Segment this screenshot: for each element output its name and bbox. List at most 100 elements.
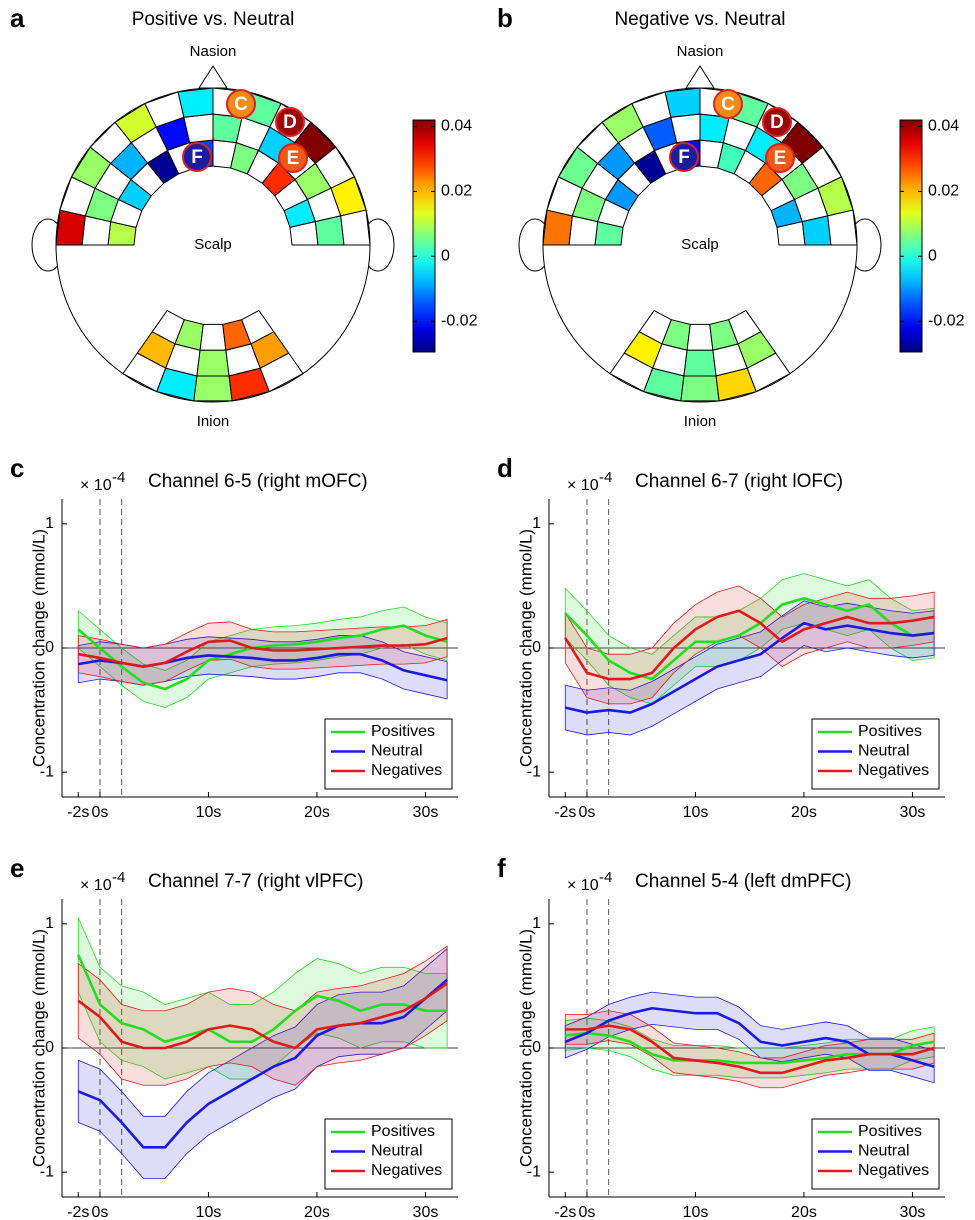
- x-tick-label: 30s: [900, 804, 926, 821]
- y-scale-exponent: -4: [112, 869, 125, 886]
- colorbar-tick-label: -0.02: [441, 312, 478, 329]
- channel-cell: [177, 87, 214, 118]
- colorbar: [412, 119, 436, 353]
- map-title: Positive vs. Neutral: [132, 9, 295, 30]
- legend-box: [324, 718, 453, 790]
- x-tick-label: 20s: [304, 1204, 330, 1220]
- marker-ring: [669, 142, 699, 172]
- empty-cell: [340, 209, 371, 246]
- y-axis-label: Concentration change (mmol/L): [29, 529, 48, 767]
- empty-cell: [827, 209, 858, 246]
- colorbar-tick-label: 0.04: [928, 118, 959, 135]
- y-tick-label: 1: [532, 915, 541, 932]
- x-tick-label: -2s: [554, 1204, 576, 1220]
- x-tick-label: 10s: [683, 804, 709, 821]
- legend-box: [324, 1118, 453, 1190]
- panel-label: c: [10, 453, 24, 483]
- scalp-label: Scalp: [681, 236, 719, 253]
- colorbar-tick-label: 0.04: [441, 118, 472, 135]
- x-tick-label: 0s: [92, 804, 109, 821]
- channel-cell: [680, 375, 720, 402]
- panel-label: e: [10, 853, 24, 883]
- x-tick-label: -2s: [554, 804, 576, 821]
- colorbar-tick-label: 0: [928, 247, 937, 264]
- x-tick-label: 10s: [196, 1204, 222, 1220]
- y-axis-label: Concentration change (mmol/L): [516, 529, 535, 767]
- x-tick-label: 10s: [683, 1204, 709, 1220]
- panel-label: b: [497, 3, 513, 33]
- mean-line: [564, 621, 935, 714]
- chart-title: Channel 6-5 (right mOFC): [148, 471, 368, 492]
- y-tick-label: 0: [532, 1039, 541, 1056]
- x-tick-label: -2s: [67, 1204, 89, 1220]
- marker-ring: [182, 142, 212, 172]
- chart-title: Channel 7-7 (right vlPFC): [148, 871, 363, 892]
- marker-label: F: [678, 147, 690, 168]
- x-tick-label: 30s: [413, 804, 439, 821]
- confidence-band: [564, 573, 935, 705]
- empty-cell: [670, 113, 701, 144]
- x-tick-label: -2s: [67, 804, 89, 821]
- channel-cell: [196, 349, 230, 377]
- legend-label: Positives: [371, 723, 435, 740]
- marker-ring: [226, 89, 256, 119]
- inion-label: Inion: [197, 413, 230, 430]
- mean-line: [77, 624, 448, 691]
- marker-label: C: [721, 94, 735, 115]
- mean-line: [564, 597, 935, 681]
- mean-line: [77, 978, 448, 1149]
- y-axis-label: Concentration change (mmol/L): [516, 929, 535, 1167]
- y-scale-exponent: -4: [599, 869, 612, 886]
- colorbar-tick-label: 0.02: [441, 183, 472, 200]
- confidence-band: [77, 635, 448, 700]
- y-tick-label: -1: [40, 763, 54, 780]
- legend-label: Positives: [858, 723, 922, 740]
- marker-ring: [278, 143, 308, 173]
- panel-label: a: [10, 3, 25, 33]
- map-title: Negative vs. Neutral: [614, 9, 785, 30]
- chart-title: Channel 5-4 (left dmPFC): [635, 871, 851, 892]
- y-tick-label: -1: [527, 1163, 541, 1180]
- channel-cell: [193, 375, 233, 402]
- channel-cell: [664, 87, 701, 118]
- y-scale-exponent: -4: [599, 469, 612, 486]
- nasion-marker: [198, 65, 228, 89]
- nasion-label: Nasion: [677, 43, 724, 60]
- y-tick-label: 1: [532, 515, 541, 532]
- marker-label: F: [191, 147, 203, 168]
- legend-box: [811, 1118, 940, 1190]
- colorbar-tick-label: 0.02: [928, 183, 959, 200]
- y-scale-base: × 10: [80, 877, 112, 894]
- empty-cell: [746, 352, 791, 393]
- empty-cell: [183, 113, 214, 144]
- y-tick-label: 1: [45, 915, 54, 932]
- inion-label: Inion: [684, 413, 717, 430]
- mean-line: [564, 609, 935, 681]
- y-scale-exponent: -4: [112, 469, 125, 486]
- channel-cell: [801, 215, 832, 246]
- panel-label: f: [497, 853, 506, 883]
- y-scale-base: × 10: [80, 477, 112, 494]
- chart-title: Channel 6-7 (right lOFC): [635, 471, 843, 492]
- colorbar-tick-label: -0.02: [928, 312, 965, 329]
- x-tick-label: 20s: [791, 804, 817, 821]
- channel-cell: [314, 215, 345, 246]
- x-tick-label: 0s: [579, 1204, 596, 1220]
- y-scale-base: × 10: [567, 877, 599, 894]
- y-tick-label: -1: [40, 1163, 54, 1180]
- marker-label: D: [770, 112, 784, 133]
- confidence-band: [564, 991, 935, 1084]
- marker-ring: [713, 89, 743, 119]
- colorbar: [899, 119, 923, 353]
- marker-label: D: [283, 112, 297, 133]
- legend-label: Negatives: [858, 1162, 929, 1179]
- marker-ring: [762, 107, 792, 137]
- x-tick-label: 20s: [304, 804, 330, 821]
- legend-box: [811, 718, 940, 790]
- marker-ring: [275, 107, 305, 137]
- x-tick-label: 10s: [196, 804, 222, 821]
- legend-label: Neutral: [371, 1143, 423, 1160]
- y-tick-label: 1: [45, 515, 54, 532]
